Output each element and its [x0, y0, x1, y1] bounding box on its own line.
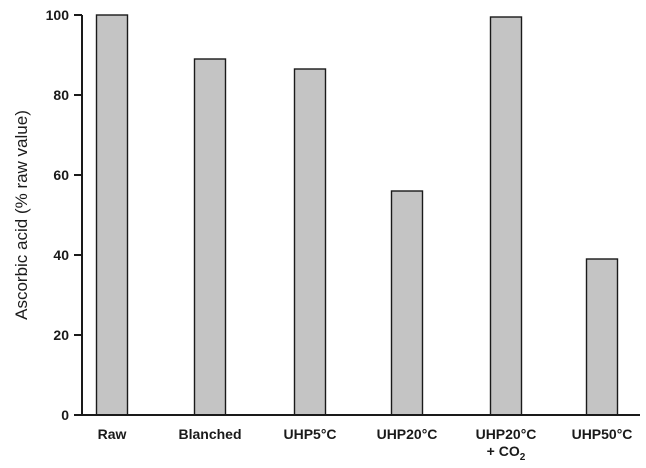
y-axis-title: Ascorbic acid (% raw value): [12, 110, 31, 320]
x-category-label: UHP20°C: [476, 426, 537, 442]
axes-layer: [81, 15, 640, 416]
bar: [95, 14, 129, 416]
x-category-label: Blanched: [178, 426, 241, 442]
bar: [193, 58, 227, 416]
bar: [585, 258, 619, 416]
y-ticks: 0 20 40 60 80 100: [46, 7, 82, 423]
x-category-label-subscript: 2: [520, 452, 526, 463]
bar: [293, 68, 327, 416]
x-category-label-line2-text: + CO: [487, 443, 520, 459]
y-tick-label: 80: [53, 87, 69, 103]
x-category-labels: Raw Blanched UHP5°C UHP20°C UHP20°C+ CO2UHP5…: [98, 426, 633, 463]
x-category-label: UHP20°C: [377, 426, 438, 442]
x-category-label: UHP50°C: [572, 426, 633, 442]
bar: [489, 16, 523, 416]
x-category-label: UHP5°C: [283, 426, 336, 442]
y-tick-label: 60: [53, 167, 69, 183]
y-tick-label: 100: [46, 7, 70, 23]
y-tick-label: 40: [53, 247, 69, 263]
bar: [390, 190, 424, 416]
y-tick-label: 20: [53, 327, 69, 343]
y-tick-label: 0: [61, 407, 69, 423]
bars-layer: [95, 14, 619, 416]
x-category-label-line2: + CO2: [487, 443, 526, 463]
x-category-label: Raw: [98, 426, 127, 442]
